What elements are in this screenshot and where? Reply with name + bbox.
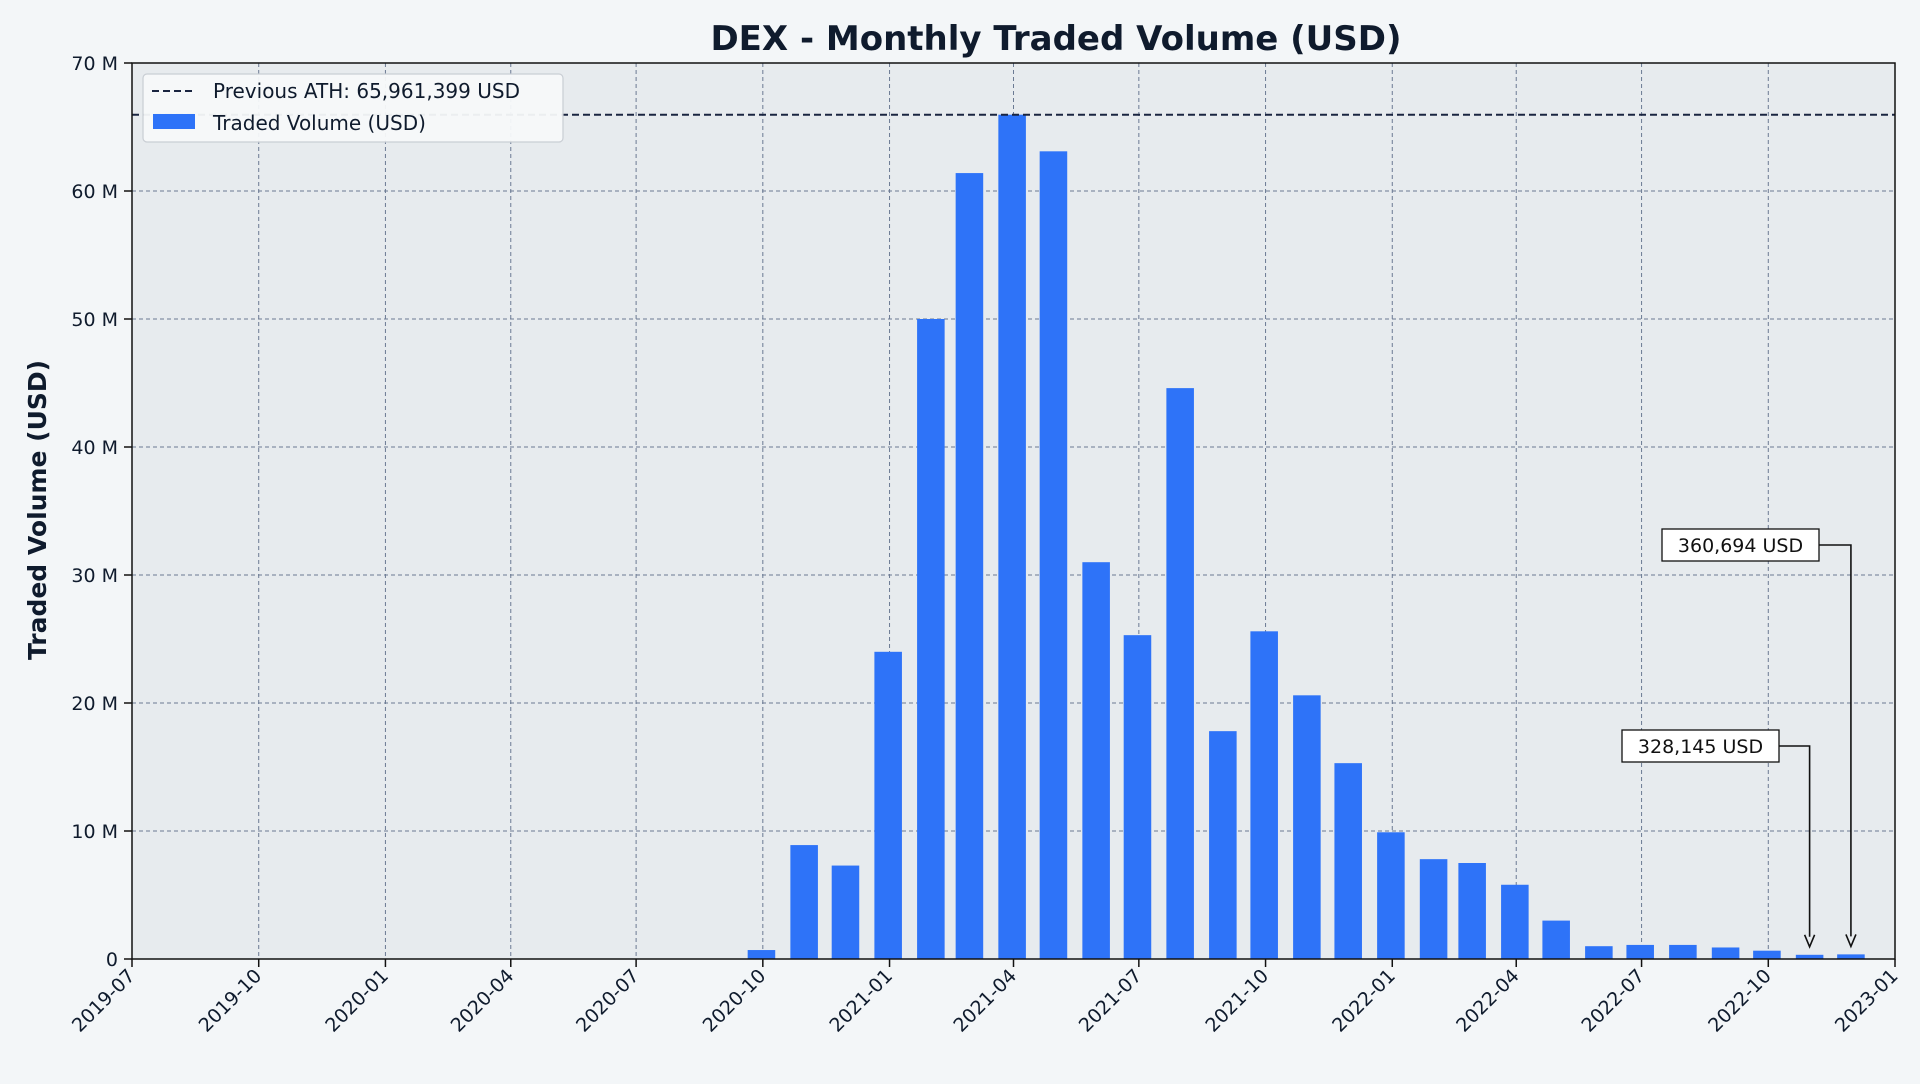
y-tick-label: 0 [106,949,118,971]
x-tick-label: 2019-07 [68,965,140,1037]
x-tick-label: 2019-10 [195,965,267,1037]
x-tick-label: 2022-07 [1577,965,1649,1037]
y-tick-label: 60 M [71,181,118,203]
annotation: 328,145 USD [1621,729,1816,949]
bar-series [747,114,1865,959]
x-tick-label: 2020-01 [321,965,393,1037]
bar [1501,884,1529,959]
bar [1209,731,1237,959]
bar [1626,944,1654,959]
annotation: 360,694 USD [1661,528,1857,949]
annotation-arrow-line [1779,745,1811,937]
legend-ath-label: Previous ATH: 65,961,399 USD [213,79,520,103]
annotation-arrow-line [1819,544,1852,937]
plot-area: 0 10 M 20 M 30 M 40 M 50 M 60 M 70 M 2019-07 2019… [68,53,1903,1037]
y-axis-label: Traded Volume (USD) [23,360,52,660]
y-tick-label: 40 M [71,437,118,459]
x-tick-label: 2020-07 [572,965,644,1037]
bar [1334,763,1362,959]
bar [1250,631,1278,959]
annotation-arrow-head [1845,934,1857,949]
x-tick-label: 2022-10 [1704,965,1776,1037]
y-tick-label: 70 M [71,53,118,75]
annotation-box [1661,528,1820,562]
x-tick-label: 2021-10 [1201,965,1273,1037]
bar [1166,388,1194,959]
x-tick-label: 2020-10 [699,965,771,1037]
bar [998,114,1026,959]
y-tick-label: 50 M [71,309,118,331]
bar [747,950,776,959]
x-tick-label: 2021-07 [1075,965,1147,1037]
bar [1123,635,1152,959]
bar [1458,863,1486,959]
bar [1669,944,1697,959]
y-tick-label: 20 M [71,693,118,715]
annotation-arrow-head [1803,934,1816,949]
y-tick-label: 10 M [71,821,118,843]
bar [1795,954,1824,959]
annotation-box [1621,729,1780,763]
x-tick-label: 2022-04 [1452,965,1524,1037]
x-tick-label: 2023-01 [1831,965,1903,1037]
bar [1711,947,1740,959]
bar [1082,562,1110,959]
x-tick-label: 2020-04 [447,965,519,1037]
annotation-label: 328,145 USD [1638,736,1763,758]
legend-bar-label: Traded Volume (USD) [212,111,426,135]
bar [1419,859,1448,959]
bar [874,651,902,959]
bar [790,845,818,959]
legend-box [142,73,564,143]
bar [955,173,984,959]
bar [1293,695,1321,959]
legend: Previous ATH: 65,961,399 USD Traded Volum… [142,73,564,143]
x-tick-label: 2021-01 [825,965,897,1037]
bar [1542,920,1570,959]
bar [831,865,860,959]
legend-bar-swatch [153,114,195,129]
bar [1753,950,1781,959]
annotation-label: 360,694 USD [1678,535,1803,557]
bar [1585,946,1613,959]
bar [1377,832,1405,959]
x-tick-label: 2021-04 [949,965,1021,1037]
x-tick-label: 2022-01 [1328,965,1400,1037]
bar [1039,151,1068,959]
y-tick-label: 30 M [71,565,118,587]
chart-title: DEX - Monthly Traded Volume (USD) [710,19,1401,59]
bar [1837,954,1865,959]
bar [917,319,945,959]
